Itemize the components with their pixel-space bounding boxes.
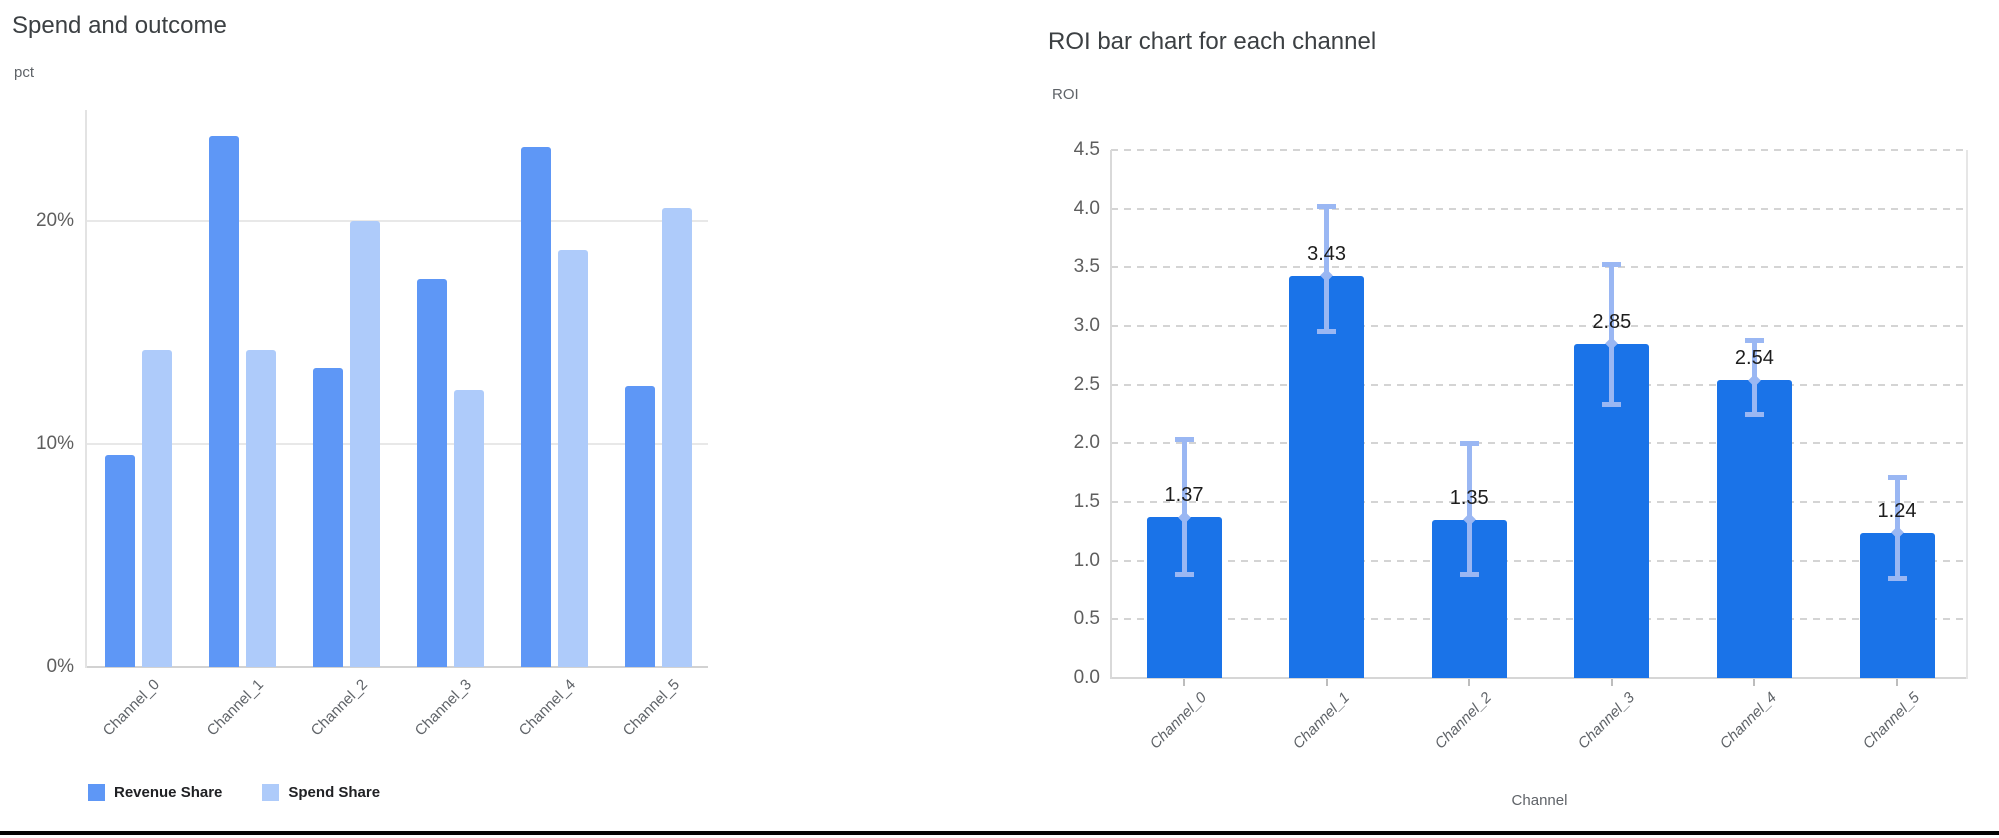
error-bar-cap-top <box>1602 261 1622 267</box>
right-gridline-dashed <box>1111 442 1968 445</box>
right-gridline-dashed <box>1111 325 1968 328</box>
left-y-axis-unit-label: pct <box>14 64 35 81</box>
right-y-tick-label: 2.0 <box>1073 432 1100 454</box>
right-y-tick-label: 3.5 <box>1073 256 1100 278</box>
left-x-category-label: Channel_1 <box>203 676 267 740</box>
revenue-share-swatch-icon <box>88 784 105 801</box>
revenue-share-bar[interactable] <box>417 278 447 667</box>
roi-value-label: 1.35 <box>1449 486 1489 509</box>
right-y-tick-label: 3.0 <box>1073 315 1100 337</box>
right-y-tick-label: 1.5 <box>1073 491 1100 513</box>
right-x-category-label: Channel_0 <box>1146 689 1211 753</box>
error-bar-line <box>1181 438 1187 575</box>
spend-share-bar[interactable] <box>246 350 276 667</box>
left-gridline <box>86 666 708 668</box>
error-bar-cap-bottom <box>1317 328 1337 334</box>
left-gridline <box>86 443 708 445</box>
right-y-tick-label: 0.5 <box>1073 608 1100 630</box>
left-y-axis-line <box>85 110 87 668</box>
error-bar-cap-bottom <box>1744 412 1764 418</box>
error-bar-cap-bottom <box>1174 571 1194 577</box>
left-x-category-label: Channel_2 <box>307 676 371 740</box>
bottom-border <box>0 831 1999 835</box>
right-y-tick-label: 4.5 <box>1073 139 1100 161</box>
spend-outcome-chart-title: Spend and outcome <box>12 12 227 39</box>
roi-value-label: 1.24 <box>1877 499 1917 522</box>
left-y-tick-label: 20% <box>35 210 74 231</box>
error-bar-line <box>1466 443 1472 575</box>
error-bar-line <box>1609 263 1615 405</box>
roi-value-label: 1.37 <box>1164 484 1204 507</box>
roi-bar[interactable] <box>1716 380 1792 678</box>
error-bar-cap-bottom <box>1887 576 1907 582</box>
left-chart-legend: Revenue Share Spend Share <box>88 784 420 801</box>
left-x-category-label: Channel_5 <box>619 676 683 740</box>
right-y-tick-label: 0.0 <box>1073 667 1100 688</box>
right-y-axis-unit-label: ROI <box>1052 86 1079 103</box>
revenue-share-bar[interactable] <box>209 136 239 667</box>
right-gridline-dashed <box>1111 618 1968 621</box>
right-x-category-label: Channel_5 <box>1859 689 1924 753</box>
spend-share-bar[interactable] <box>142 350 172 667</box>
error-bar-cap-bottom <box>1602 401 1622 407</box>
right-x-tick-mark <box>1468 679 1471 686</box>
right-x-category-label: Channel_2 <box>1431 689 1496 753</box>
error-bar-cap-top <box>1744 338 1764 344</box>
right-x-tick-mark <box>1753 679 1756 686</box>
right-axis-baseline <box>1111 677 1968 679</box>
right-gridline-dashed <box>1111 266 1968 269</box>
right-y-tick-label: 1.0 <box>1073 549 1100 571</box>
right-x-tick-mark <box>1610 679 1613 686</box>
error-bar-cap-top <box>1317 204 1337 210</box>
left-x-category-label: Channel_4 <box>515 676 579 740</box>
right-gridline-dashed <box>1111 207 1968 210</box>
left-x-category-label: Channel_0 <box>99 676 163 740</box>
spend-share-bar[interactable] <box>662 207 692 667</box>
legend-item-revenue-share: Revenue Share <box>88 784 222 801</box>
roi-value-label: 3.43 <box>1307 242 1347 265</box>
right-x-category-label: Channel_1 <box>1289 689 1353 753</box>
error-bar-cap-bottom <box>1459 571 1479 577</box>
right-x-tick-mark <box>1896 679 1898 686</box>
error-bar-line <box>1324 206 1330 332</box>
revenue-share-bar[interactable] <box>521 147 551 667</box>
right-y-tick-label: 2.5 <box>1073 373 1100 395</box>
right-x-tick-mark <box>1325 679 1328 686</box>
left-y-tick-label: 10% <box>35 433 74 454</box>
right-x-category-label: Channel_4 <box>1717 689 1781 753</box>
error-bar-cap-top <box>1174 436 1194 442</box>
roi-chart-title: ROI bar chart for each channel <box>1048 28 1377 55</box>
error-bar-cap-top <box>1459 441 1479 447</box>
spend-share-bar[interactable] <box>558 249 588 667</box>
legend-item-spend-share: Spend Share <box>262 784 380 801</box>
right-gridline-dashed <box>1111 559 1968 562</box>
right-x-category-label: Channel_3 <box>1574 689 1638 753</box>
spend-share-legend-label: Spend Share <box>288 784 381 801</box>
right-x-axis-title: Channel <box>1511 792 1568 809</box>
roi-value-label: 2.85 <box>1592 310 1632 333</box>
revenue-share-legend-label: Revenue Share <box>114 784 223 801</box>
right-y-axis-line <box>1110 150 1112 679</box>
left-x-category-label: Channel_3 <box>411 676 475 740</box>
left-gridline <box>86 220 708 222</box>
revenue-share-bar[interactable] <box>313 368 343 667</box>
left-y-tick-label: 0% <box>46 656 74 677</box>
error-bar-cap-top <box>1887 475 1907 481</box>
roi-bar[interactable] <box>1289 275 1365 678</box>
revenue-share-bar[interactable] <box>105 455 135 667</box>
right-plot-right-border <box>1966 150 1968 679</box>
right-x-tick-mark <box>1183 679 1185 686</box>
right-gridline-dashed <box>1111 501 1968 504</box>
revenue-share-bar[interactable] <box>625 386 655 667</box>
roi-value-label: 2.54 <box>1734 347 1774 370</box>
spend-share-bar[interactable] <box>350 221 380 667</box>
right-gridline-dashed <box>1111 383 1968 386</box>
right-y-tick-label: 4.0 <box>1073 197 1100 219</box>
right-gridline-dashed <box>1111 149 1968 152</box>
spend-share-swatch-icon <box>262 784 280 801</box>
spend-share-bar[interactable] <box>454 390 484 667</box>
